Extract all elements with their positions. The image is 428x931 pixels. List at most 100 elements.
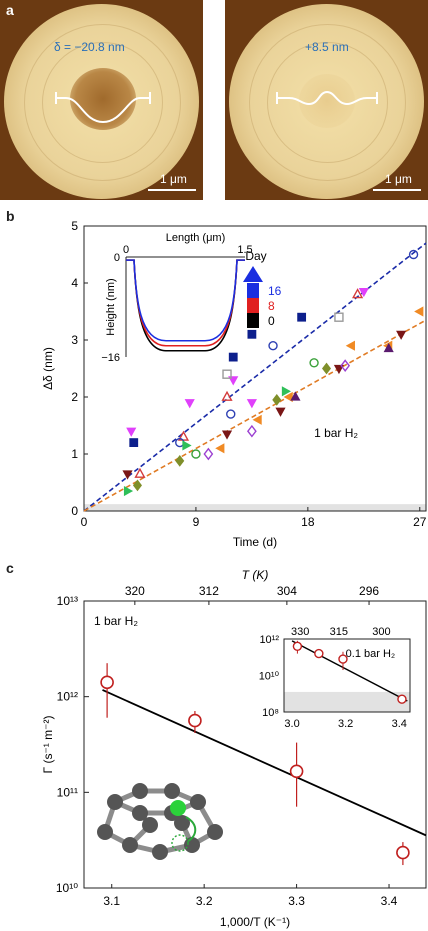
inset-x-tick-label: 1.5 (237, 244, 252, 256)
afm-depth-label-left: δ = −20.8 nm (54, 40, 125, 54)
carbon-atom (107, 794, 123, 810)
data-point (322, 362, 332, 375)
data-point (396, 330, 407, 340)
x-tick-label: 3.3 (288, 894, 305, 908)
inset-x-label: Length (μm) (166, 232, 226, 244)
inset-top-tick-label: 315 (330, 626, 348, 638)
x-tick-label: 3.1 (103, 894, 120, 908)
data-point (215, 443, 225, 454)
data-point (396, 845, 410, 860)
annotation-label: 1 bar H₂ (314, 426, 358, 440)
x-axis-label: 1,000/T (K⁻¹) (220, 915, 290, 929)
inset-x-tick-label: 0 (123, 244, 129, 256)
inset-fit-line (291, 640, 408, 702)
legend-label: 16 (268, 284, 282, 298)
y-axis-label: Δδ (nm) (41, 347, 55, 390)
x-tick-label: 27 (413, 515, 427, 529)
inset-frame (283, 638, 411, 713)
inset-y-tick-label: 0 (114, 252, 120, 264)
inset-annotation: 0.1 bar H₂ (346, 648, 396, 660)
y-tick-label: 1 (71, 447, 78, 461)
x-tick-label: 3.4 (381, 894, 398, 908)
inset-y-label: Height (nm) (105, 278, 117, 335)
data-point (129, 438, 139, 448)
plot-frame (83, 225, 427, 512)
carbon-atom (152, 844, 168, 860)
carbon-atom (142, 817, 158, 833)
y-tick-label: 10¹⁰ (56, 881, 78, 895)
data-point (226, 409, 236, 419)
inset-data-point (292, 641, 303, 652)
inset-x-tick-label: 3.2 (338, 718, 353, 730)
data-point (333, 364, 345, 375)
data-point (340, 359, 351, 372)
plot-frame (83, 600, 427, 889)
chart-b: 0 9 18 27 0 1 2 3 4 5 Time (d) Δδ (nm) 1 bar H₂ Lengt… (41, 219, 427, 549)
data-point (358, 287, 369, 298)
legend-swatch (247, 313, 259, 328)
x-axis-label: Time (d) (233, 535, 277, 549)
afm-profile-left (55, 92, 151, 124)
y-tick-label: 10¹² (57, 690, 78, 704)
y-tick-label: 3 (71, 333, 78, 347)
data-point (345, 340, 355, 351)
legend-swatch (247, 283, 259, 298)
data-point (414, 306, 424, 317)
data-point (222, 369, 232, 379)
legend-label: 0 (268, 314, 275, 328)
data-point (122, 470, 133, 480)
hydrogen-site-dashed (171, 834, 189, 852)
inset-x-tick-label: 3.0 (284, 718, 299, 730)
y-axis-label: Γ (s⁻¹ m⁻²) (41, 716, 55, 774)
data-point (272, 393, 282, 406)
legend-swatch (247, 298, 259, 313)
y-tick-label: 0 (71, 504, 78, 518)
data-point (247, 329, 257, 339)
inset-y-tick-label: 10¹² (259, 634, 279, 646)
x-tick-label: 0 (81, 515, 88, 529)
inset-data-point (397, 694, 407, 704)
panel-letter-a: a (6, 2, 14, 18)
carbon-atom (132, 805, 148, 821)
hydrogen-atom (170, 800, 186, 816)
inset-baseline-band (284, 691, 410, 712)
top-tick-label: 304 (277, 584, 297, 598)
data-point (268, 340, 278, 351)
fit-line (83, 242, 427, 512)
scale-label-right: 1 μm (385, 172, 412, 186)
inset-profile-curve (126, 259, 245, 342)
panel-letter-c: c (6, 560, 14, 576)
y-tick-label: 10¹¹ (57, 785, 78, 799)
data-point (383, 342, 394, 353)
top-tick-label: 320 (125, 584, 145, 598)
carbon-atom (174, 815, 190, 831)
data-point (175, 454, 185, 467)
data-point (290, 391, 301, 401)
data-point (191, 449, 201, 459)
carbon-atom (132, 783, 148, 799)
data-point (334, 312, 344, 322)
inset-y-tick-label: 10¹⁰ (259, 671, 280, 683)
data-point (100, 675, 114, 690)
inset-x-tick-label: 3.4 (392, 718, 407, 730)
scale-bar-left (148, 189, 196, 191)
data-point (281, 386, 292, 397)
data-point (309, 358, 319, 368)
inset-top-tick-label: 300 (372, 626, 390, 638)
data-point (221, 430, 233, 440)
transfer-arrow-icon (185, 816, 197, 842)
panel-letter-b: b (6, 208, 15, 224)
annotation-label: 1 bar H₂ (94, 614, 138, 628)
fit-line (83, 319, 427, 512)
carbon-atom (164, 783, 180, 799)
data-point (289, 764, 304, 779)
y-tick-label: 10¹³ (57, 594, 78, 608)
carbon-atom (122, 837, 138, 853)
data-point (352, 288, 364, 299)
carbon-atom (207, 824, 223, 840)
top-tick-label: 312 (199, 584, 219, 598)
inset-profile-curve (126, 259, 245, 347)
data-point (221, 390, 233, 401)
carbon-atom (97, 824, 113, 840)
inset-top-tick-label: 330 (291, 626, 309, 638)
